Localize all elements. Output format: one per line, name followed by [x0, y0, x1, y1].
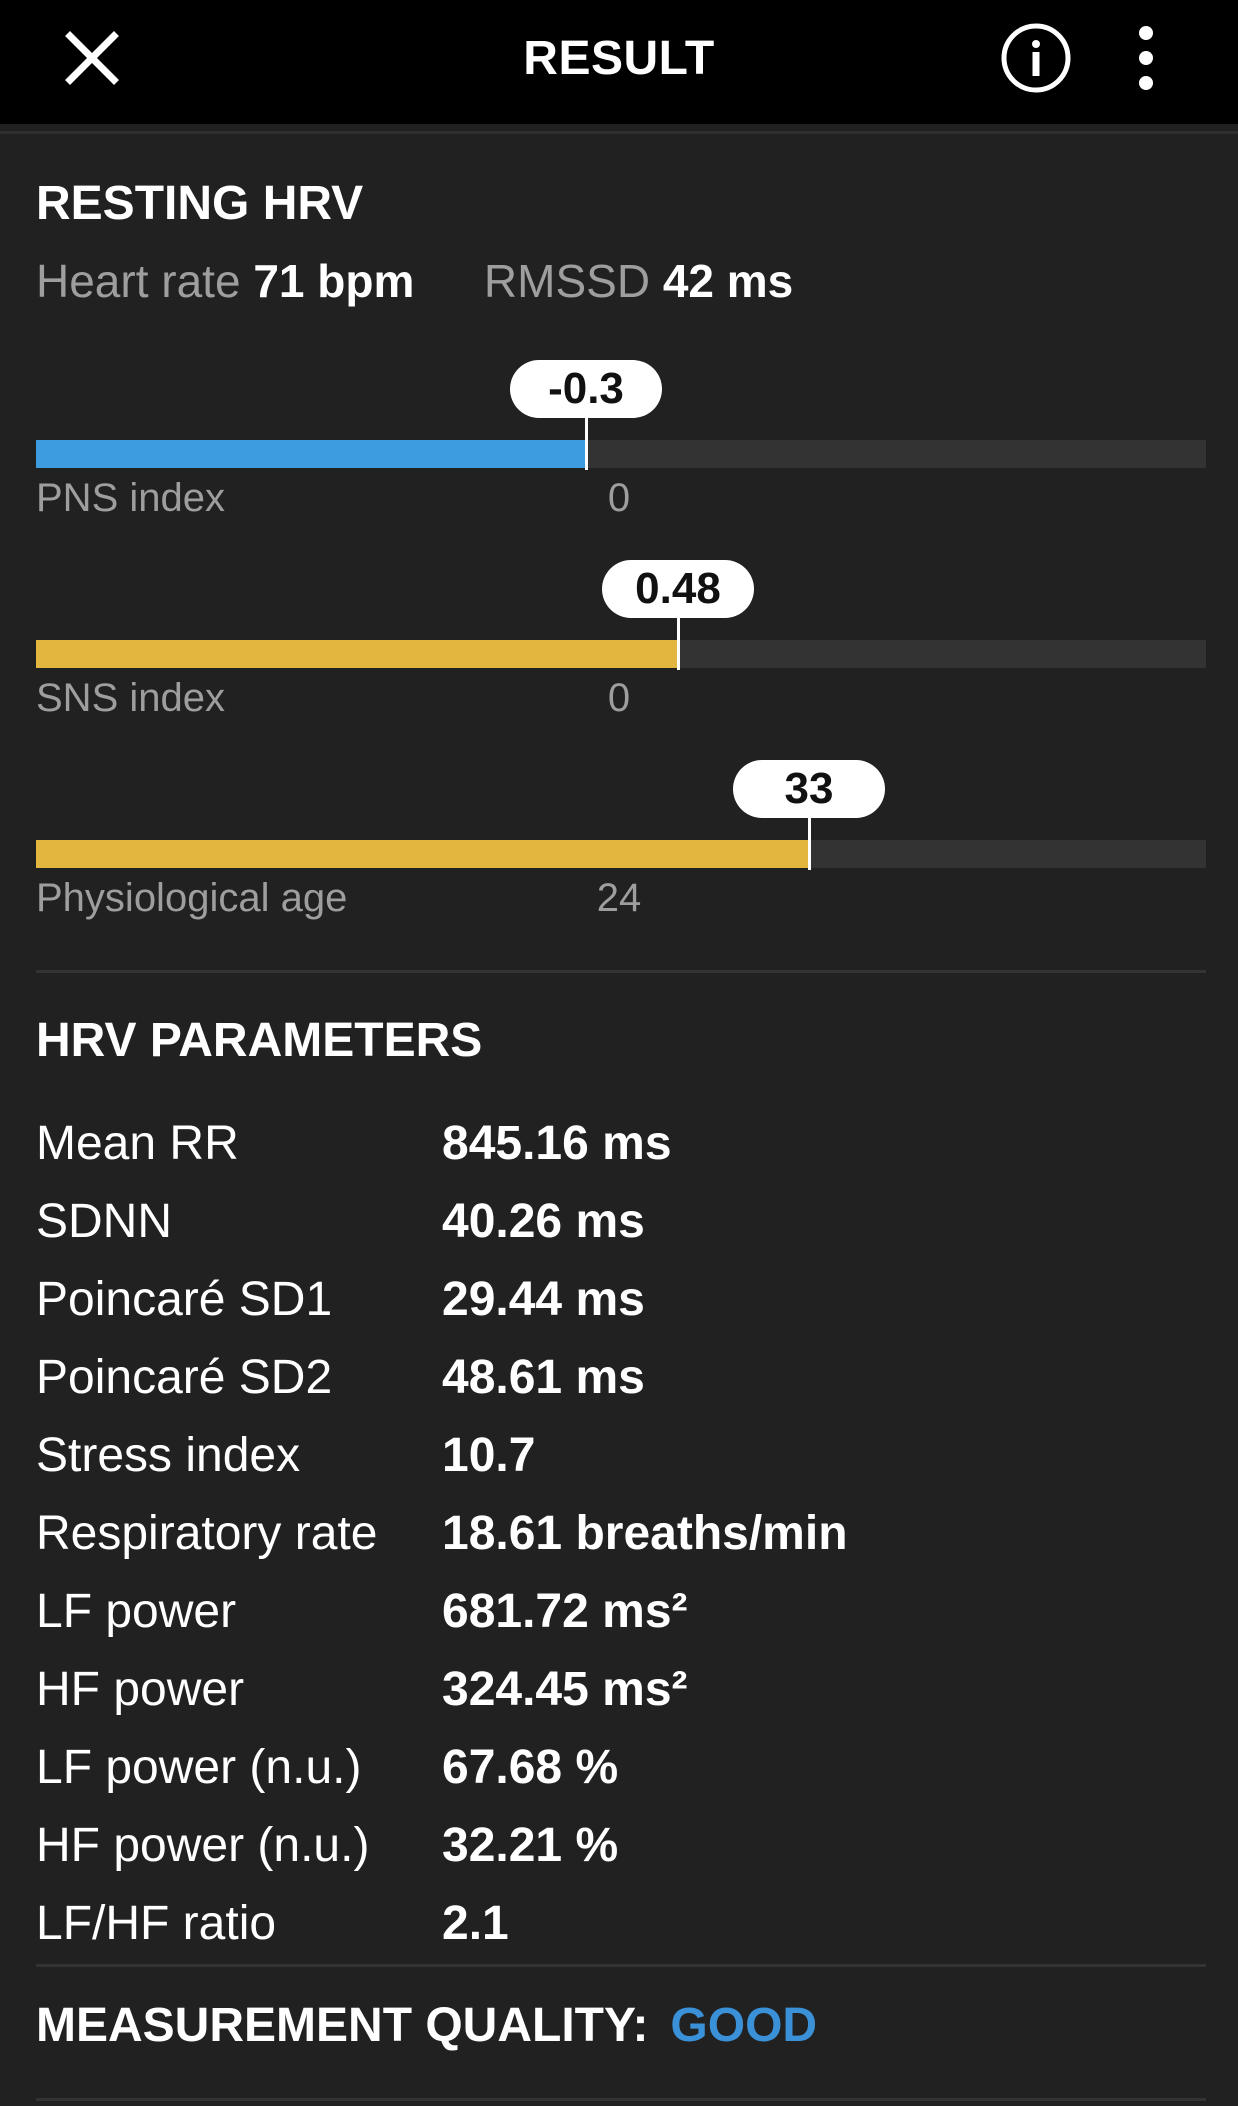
param-name: LF power (n.u.): [36, 1740, 362, 1794]
measurement-quality-value: GOOD: [670, 1999, 818, 2052]
param-name: Mean RR: [36, 1116, 239, 1170]
param-value: 48.61 ms: [442, 1350, 645, 1404]
resting-hrv-title: RESTING HRV: [36, 177, 364, 230]
param-value: 18.61 breaths/min: [442, 1506, 848, 1560]
param-value: 2.1: [442, 1896, 509, 1950]
param-row: LF power (n.u.) 67.68 %: [36, 1728, 1206, 1806]
param-row: HF power 324.45 ms²: [36, 1650, 1206, 1728]
param-name: LF power: [36, 1584, 237, 1638]
gauge-marker: [677, 616, 680, 670]
param-row: HF power (n.u.) 32.21 %: [36, 1806, 1206, 1884]
rmssd-label: RMSSD: [483, 255, 651, 307]
sns-index-label: SNS index: [36, 676, 225, 720]
gauge-fill: [36, 440, 586, 468]
measurement-quality: MEASUREMENT QUALITY: GOOD: [36, 1998, 817, 2053]
param-value: 40.26 ms: [442, 1194, 645, 1248]
param-row: LF/HF ratio 2.1: [36, 1884, 1206, 1962]
param-value: 32.21 %: [442, 1818, 619, 1872]
param-row: Stress index 10.7: [36, 1416, 1206, 1494]
rmssd-value: 42 ms: [662, 255, 794, 307]
param-value: 324.45 ms²: [442, 1662, 688, 1716]
info-icon[interactable]: [996, 18, 1076, 98]
gauge-marker: [585, 416, 588, 470]
param-value: 29.44 ms: [442, 1272, 645, 1326]
param-row: Mean RR 845.16 ms: [36, 1104, 1206, 1182]
sns-index-gauge: 0.48: [36, 560, 1206, 680]
param-value: 681.72 ms²: [442, 1584, 688, 1638]
param-value: 67.68 %: [442, 1740, 619, 1794]
gauge-value-bubble: 0.48: [602, 560, 754, 618]
sns-index-center-value: 0: [607, 676, 631, 720]
param-row: Poincaré SD1 29.44 ms: [36, 1260, 1206, 1338]
app-bar: RESULT: [0, 0, 1238, 124]
hrv-parameters-title: HRV PARAMETERS: [36, 1014, 483, 1067]
pns-index-label: PNS index: [36, 476, 225, 520]
physiological-age-gauge: 33: [36, 760, 1206, 880]
gauge-fill: [36, 640, 678, 668]
physiological-age-center-value: 24: [596, 876, 642, 920]
param-row: LF power 681.72 ms²: [36, 1572, 1206, 1650]
param-name: HF power: [36, 1662, 245, 1716]
pns-index-gauge: -0.3: [36, 360, 1206, 480]
gauge-value-bubble: 33: [733, 760, 885, 818]
measurement-quality-label: MEASUREMENT QUALITY:: [36, 1999, 649, 2052]
param-name: Respiratory rate: [36, 1506, 378, 1560]
gauge-marker: [808, 816, 811, 870]
param-row: Poincaré SD2 48.61 ms: [36, 1338, 1206, 1416]
param-name: LF/HF ratio: [36, 1896, 277, 1950]
more-vert-icon[interactable]: [1106, 18, 1186, 98]
header-divider: [0, 131, 1238, 134]
gauge-fill: [36, 840, 809, 868]
pns-index-center-value: 0: [607, 476, 631, 520]
section-divider: [36, 970, 1206, 973]
gauge-value-bubble: -0.3: [510, 360, 662, 418]
param-name: Poincaré SD2: [36, 1350, 333, 1404]
hrv-parameters-list: Mean RR 845.16 ms SDNN 40.26 ms Poincaré S…: [36, 1104, 1206, 1962]
param-name: SDNN: [36, 1194, 173, 1248]
summary-row: Heart rate 71 bpm RMSSD 42 ms: [36, 254, 793, 308]
section-divider: [36, 1964, 1206, 1967]
param-value: 10.7: [442, 1428, 536, 1482]
param-row: Respiratory rate 18.61 breaths/min: [36, 1494, 1206, 1572]
heart-rate-label: Heart rate: [36, 255, 241, 307]
param-value: 845.16 ms: [442, 1116, 672, 1170]
physiological-age-label: Physiological age: [36, 876, 348, 920]
page-title: RESULT: [523, 31, 715, 85]
bottom-divider: [36, 2098, 1206, 2101]
heart-rate-value: 71 bpm: [253, 255, 415, 307]
param-name: HF power (n.u.): [36, 1818, 370, 1872]
param-name: Poincaré SD1: [36, 1272, 333, 1326]
param-row: SDNN 40.26 ms: [36, 1182, 1206, 1260]
close-icon[interactable]: [52, 18, 132, 98]
param-name: Stress index: [36, 1428, 301, 1482]
